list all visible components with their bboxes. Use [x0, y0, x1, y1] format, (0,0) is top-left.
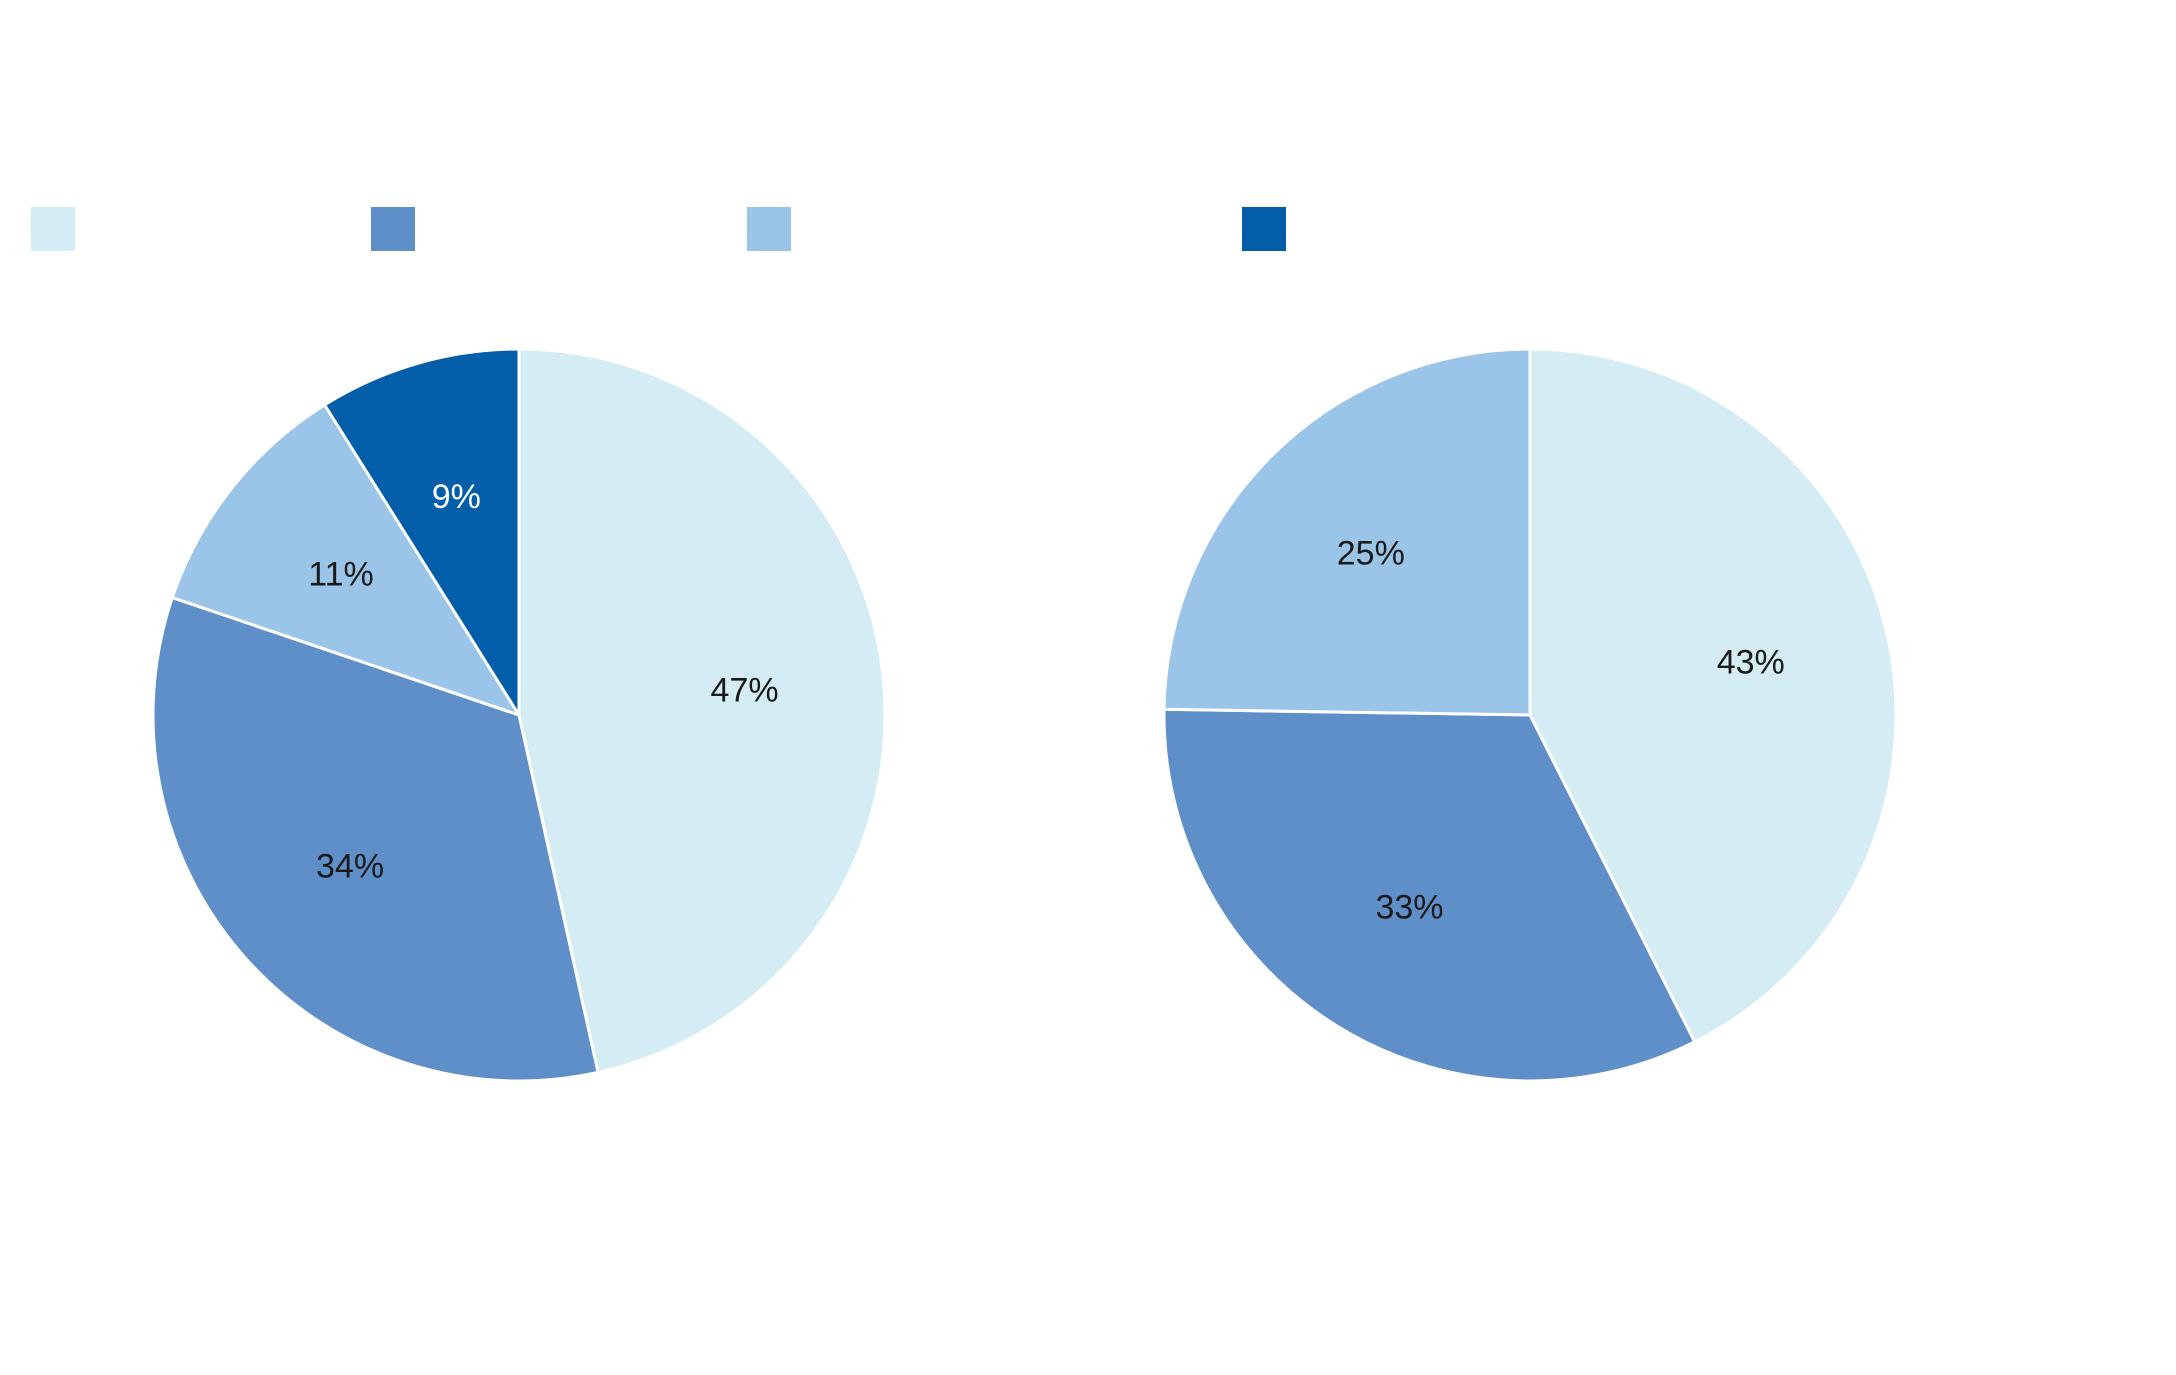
pie-2-slice-2	[1162, 707, 1697, 1083]
pie-2-slice-3-label: 25%	[1337, 534, 1405, 572]
legend-swatch-4	[1242, 207, 1286, 251]
legend-swatch-2	[371, 207, 415, 251]
pie-1-slice-4	[323, 347, 521, 717]
legend-swatch-3	[747, 207, 791, 251]
legend	[31, 207, 1286, 251]
pie-2-slice-1	[1528, 347, 1898, 1044]
pie-2-slice-2-label: 33%	[1375, 888, 1443, 926]
pie-1-slice-1-label: 47%	[711, 671, 779, 709]
pie-1-slice-1	[517, 347, 887, 1074]
pie-1-slice-3-label: 11%	[308, 555, 374, 593]
pie-chart-right: 43% 33% 25%	[1162, 347, 1898, 1083]
legend-swatch-1	[31, 207, 75, 251]
pie-chart-left: 47% 34% 11% 9%	[151, 347, 887, 1083]
pie-2-slice-3	[1162, 347, 1532, 717]
pie-1-slice-2-label: 34%	[316, 847, 384, 885]
pie-1-slice-4-label: 9%	[432, 478, 481, 516]
pie-1-slice-2	[151, 596, 600, 1083]
pie-2-slice-1-label: 43%	[1717, 644, 1785, 682]
pie-1-slice-3	[170, 403, 521, 717]
